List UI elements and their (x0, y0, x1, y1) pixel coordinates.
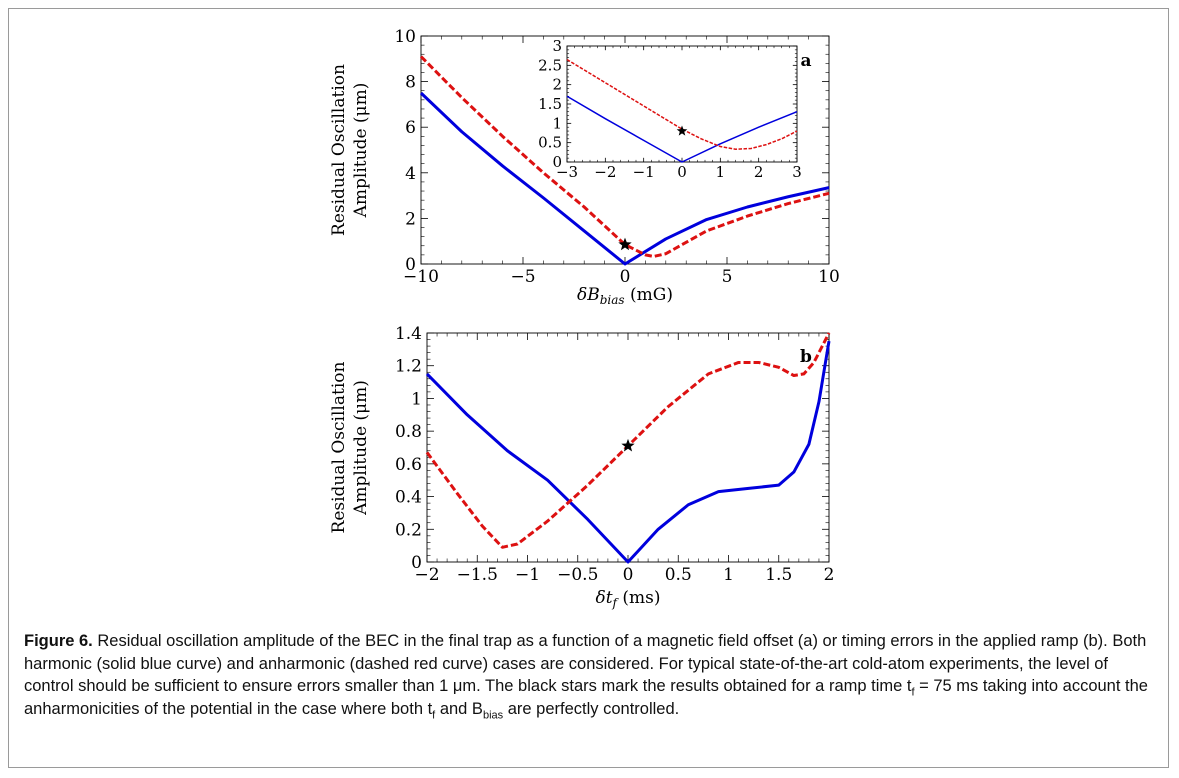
panel-a-ytick-label: 2 (405, 209, 416, 229)
panel-a-xtick-label: −5 (510, 267, 535, 287)
panel-b-ytick-label: 0.6 (395, 455, 422, 475)
caption-sub-f: f (911, 686, 915, 699)
inset-a-ytick-label: 2 (552, 76, 562, 94)
caption-text: Residual oscillation amplitude of the BE… (24, 632, 1147, 695)
inset-a-xtick-label: −2 (594, 163, 616, 181)
inset-a-ytick-label: 1.5 (538, 95, 562, 113)
panel-b-xtick-label: 1 (723, 565, 734, 585)
panel-b-xtick-label: −0.5 (557, 565, 598, 585)
panel-a-ylabel-line1: Residual Oscillation (329, 64, 349, 236)
panel-b-harmonic-curve (425, 340, 831, 564)
panel-b-ytick-label: 1 (411, 389, 422, 409)
panel-a-anharmonic-curve (419, 55, 830, 258)
panel-a-ytick-label: 10 (394, 27, 416, 47)
inset-a-xtick-label: 1 (716, 163, 726, 181)
panel-a-star-marker (618, 237, 632, 251)
panel-b-ytick-label: 0 (411, 553, 422, 573)
inset-a-ytick-label: 0.5 (538, 134, 562, 152)
panel-b-xtick-label: −2 (414, 565, 439, 585)
panel-a-ytick-label: 6 (405, 118, 416, 138)
panel-b-anharmonic-curve (425, 332, 831, 549)
panel-b-xlabel-sub: f (612, 596, 620, 610)
panel-a-xtick-label: 10 (818, 267, 840, 287)
panel-a-xlabel-symbol: δB (577, 285, 600, 305)
panel-a-ytick-label: 0 (405, 255, 416, 275)
inset-a-ytick-label: 0 (552, 153, 562, 171)
panel-b-xtick-label: 0.5 (665, 565, 692, 585)
panel-b-ytick-label: 0.4 (395, 488, 422, 508)
inset-a-ytick-label: 2.5 (538, 56, 562, 74)
caption-sub-bias: bias (482, 708, 504, 721)
panel-b-xtick-label: 1.5 (765, 565, 792, 585)
inset-a-ytick-label: 3 (552, 37, 562, 55)
panel-a-ytick-label: 8 (405, 73, 416, 93)
panel-b-axes: −2 −1.5 −1 −0.5 0 0.5 1 1.5 2 0 0.2 0.4 0.6 0.8 1 1.2 1.… (395, 324, 834, 585)
panel-b-ytick-label: 1.4 (395, 324, 422, 344)
panel-a-letter: a (800, 51, 811, 71)
inset-a-star-marker (676, 125, 688, 136)
panel-a-harmonic-curve (419, 91, 830, 266)
panel-b-xlabel-unit: (ms) (617, 588, 661, 608)
inset-a-background (567, 46, 797, 162)
panel-a-ylabel: Residual Oscillation Amplitude (μm) (329, 64, 371, 236)
inset-a-xtick-label: 2 (754, 163, 764, 181)
panel-a-xtick-label: 5 (722, 267, 733, 287)
panel-b-ylabel-line2: Amplitude (μm) (351, 380, 371, 516)
inset-a-xtick-label: 3 (792, 163, 802, 181)
caption-label: Figure 6. (24, 632, 93, 650)
panel-b-xtick-label: 2 (824, 565, 835, 585)
inset-a-harmonic-curve (566, 95, 798, 163)
panel-b-ylabel-line1: Residual Oscillation (329, 362, 349, 534)
panel-b-xlabel: δtf (ms) (595, 588, 660, 610)
panel-b-xlabel-symbol: δt (595, 588, 612, 608)
panel-a-xlabel-unit: (mG) (625, 285, 673, 305)
panel-b-ytick-label: 0.8 (395, 422, 422, 442)
panel-b-xtick-label: −1.5 (457, 565, 498, 585)
caption-text-3: and B (435, 699, 483, 718)
panel-a-ylabel-line2: Amplitude (μm) (351, 83, 371, 219)
panel-b-ytick-label: 1.2 (395, 357, 422, 377)
figure-caption: Figure 6. Residual oscillation amplitude… (24, 630, 1149, 720)
panel-b-letter: b (800, 347, 812, 367)
panel-b-ytick-label: 0.2 (395, 520, 422, 540)
panel-b-star-marker (621, 438, 635, 452)
inset-a-ytick-label: 1 (552, 114, 562, 132)
caption-text-4: are perfectly controlled. (503, 699, 680, 718)
panel-b-xtick-label: −1 (515, 565, 540, 585)
panel-a-ytick-label: 4 (405, 164, 416, 184)
panel-b-xtick-label: 0 (623, 565, 634, 585)
caption-text-2: = 75 ms taking into account the anharmon… (24, 677, 1148, 718)
panel-b-ylabel: Residual Oscillation Amplitude (μm) (329, 362, 371, 534)
inset-a-anharmonic-curve (566, 58, 798, 150)
inset-a-axes: −3 −2 −1 0 1 2 300.511.522.53 (538, 37, 802, 181)
inset-a-xtick-label: −3 (556, 163, 578, 181)
panel-a-xlabel: δBbias (mG) (577, 285, 673, 307)
panel-a-xtick-label: 0 (620, 267, 631, 287)
panel-a-xlabel-sub: bias (600, 293, 625, 307)
panel-a-xtick-label: −10 (403, 267, 439, 287)
inset-a-xtick-label: 0 (677, 163, 687, 181)
inset-a-xtick-label: −1 (633, 163, 655, 181)
caption-sub-f-2: f (432, 708, 436, 721)
